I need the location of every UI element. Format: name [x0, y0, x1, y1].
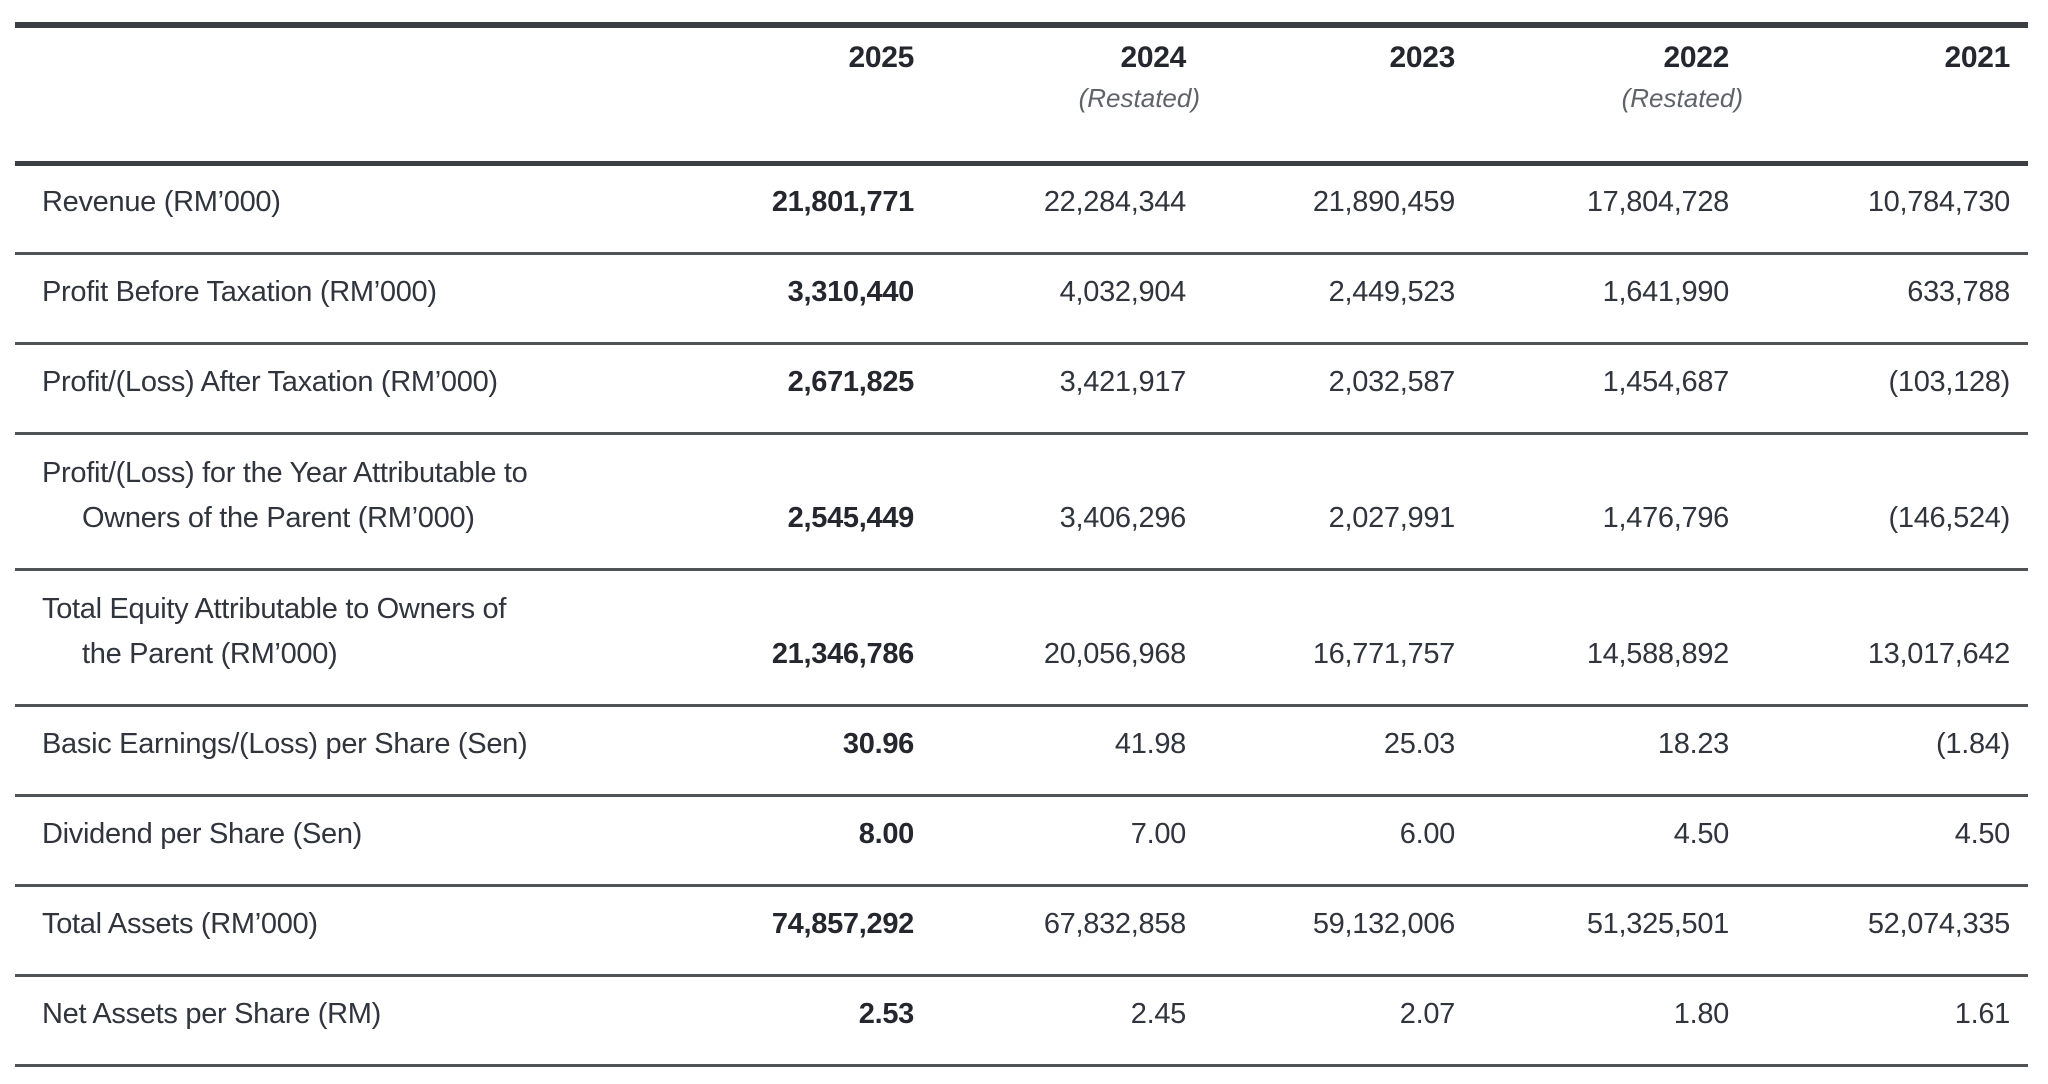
- row-label: Basic Earnings/(Loss) per Share (Sen): [15, 705, 635, 795]
- table-row: Net Assets per Share (RM) 2.53 2.45 2.07…: [15, 975, 2028, 1065]
- cell-value-2023: 2.07: [1399, 997, 1456, 1030]
- cell-value-2022: 1,641,990: [1602, 275, 1730, 308]
- cell-value-2024: 3,406,296: [1059, 501, 1187, 534]
- cell-value-2023: 59,132,006: [1312, 907, 1455, 940]
- cell-value-2024: 22,284,344: [1043, 185, 1186, 218]
- cell-value-2025: 21,346,786: [771, 637, 914, 670]
- cell-value-2021: 13,017,642: [1867, 637, 2010, 670]
- cell-value-2021: (103,128): [1888, 365, 2011, 398]
- header-row: 2025 2024 (Restated) 2023 2022 (Restated…: [15, 25, 2028, 163]
- table-header: 2025 2024 (Restated) 2023 2022 (Restated…: [15, 25, 2028, 163]
- cell-value-2024: 67,832,858: [1043, 907, 1186, 940]
- header-year-2022: 2022 (Restated): [1455, 25, 1743, 163]
- cell-value-2024: 20,056,968: [1043, 637, 1186, 670]
- row-label: Profit/(Loss) for the Year Attributable …: [15, 433, 635, 569]
- header-year-2021: 2021: [1729, 25, 2028, 163]
- header-year-2023: 2023: [1186, 25, 1455, 163]
- row-label-line1: Net Assets per Share (RM): [42, 997, 381, 1030]
- cell-value-2022: 1,476,796: [1602, 501, 1730, 534]
- cell-value-2025: 74,857,292: [771, 907, 914, 940]
- table-row: Profit Before Taxation (RM’000) 3,310,44…: [15, 253, 2028, 343]
- cell-value-2022: 1,454,687: [1602, 365, 1730, 398]
- cell-value-2023: 2,027,991: [1328, 501, 1456, 534]
- cell-value-2022: 14,588,892: [1586, 637, 1729, 670]
- row-label: Net Assets per Share (RM): [15, 975, 635, 1065]
- row-label-line1: Basic Earnings/(Loss) per Share (Sen): [42, 727, 528, 760]
- header-year-2024: 2024 (Restated): [914, 25, 1200, 163]
- cell-value-2025: 2.53: [858, 997, 915, 1030]
- row-label-line1: Profit/(Loss) for the Year Attributable …: [42, 456, 528, 489]
- header-spacer: [15, 25, 635, 163]
- cell-value-2024: 7.00: [1130, 817, 1187, 850]
- row-label: Revenue (RM’000): [15, 163, 635, 253]
- cell-value-2024: 3,421,917: [1059, 365, 1187, 398]
- row-label-line1: Dividend per Share (Sen): [42, 817, 363, 850]
- cell-value-2022: 51,325,501: [1586, 907, 1729, 940]
- row-label: Profit/(Loss) After Taxation (RM’000): [15, 343, 635, 433]
- five-year-financial-summary-table: 2025 2024 (Restated) 2023 2022 (Restated…: [15, 22, 2028, 1067]
- cell-value-2023: 6.00: [1399, 817, 1456, 850]
- table-row: Total Assets (RM’000) 74,857,292 67,832,…: [15, 885, 2028, 975]
- cell-value-2025: 2,545,449: [787, 501, 915, 534]
- year-label: 2022: [1663, 41, 1729, 74]
- cell-value-2021: (146,524): [1888, 501, 2011, 534]
- cell-value-2024: 2.45: [1130, 997, 1187, 1030]
- cell-value-2023: 25.03: [1383, 727, 1455, 760]
- cell-value-2023: 21,890,459: [1312, 185, 1455, 218]
- table-row: Basic Earnings/(Loss) per Share (Sen) 30…: [15, 705, 2028, 795]
- table-row: Total Equity Attributable to Owners of th…: [15, 569, 2028, 705]
- cell-value-2025: 2,671,825: [787, 365, 915, 398]
- row-label-line2: the Parent (RM’000): [82, 637, 338, 670]
- header-year-2025: 2025: [635, 25, 914, 163]
- cell-value-2024: 41.98: [1114, 727, 1186, 760]
- table-row: Dividend per Share (Sen) 8.00 7.00 6.00 …: [15, 795, 2028, 885]
- row-label: Profit Before Taxation (RM’000): [15, 253, 635, 343]
- year-note-restated: (Restated): [1078, 83, 1200, 113]
- cell-value-2023: 2,449,523: [1328, 275, 1456, 308]
- cell-value-2021: 1.61: [1954, 997, 2011, 1030]
- row-label: Total Assets (RM’000): [15, 885, 635, 975]
- cell-value-2021: 633,788: [1907, 275, 2010, 308]
- cell-value-2022: 1.80: [1673, 997, 1730, 1030]
- row-label-line1: Total Assets (RM’000): [42, 907, 318, 940]
- year-label: 2025: [848, 41, 914, 74]
- cell-value-2025: 3,310,440: [787, 275, 915, 308]
- row-label-line1: Profit/(Loss) After Taxation (RM’000): [42, 365, 498, 398]
- year-label: 2021: [1944, 41, 2010, 74]
- row-label-line2: Owners of the Parent (RM’000): [82, 501, 475, 534]
- row-label-line1: Total Equity Attributable to Owners of: [42, 592, 507, 625]
- cell-value-2021: 52,074,335: [1867, 907, 2010, 940]
- cell-value-2021: 4.50: [1954, 817, 2011, 850]
- table-row: Profit/(Loss) for the Year Attributable …: [15, 433, 2028, 569]
- cell-value-2025: 8.00: [858, 817, 915, 850]
- cell-value-2023: 2,032,587: [1328, 365, 1456, 398]
- year-label: 2023: [1389, 41, 1455, 74]
- row-label-line1: Profit Before Taxation (RM’000): [42, 275, 437, 308]
- year-label: 2024: [1120, 41, 1186, 74]
- cell-value-2023: 16,771,757: [1312, 637, 1455, 670]
- year-note-restated: (Restated): [1621, 83, 1743, 113]
- row-label: Dividend per Share (Sen): [15, 795, 635, 885]
- cell-value-2022: 4.50: [1673, 817, 1730, 850]
- table-row: Profit/(Loss) After Taxation (RM’000) 2,…: [15, 343, 2028, 433]
- cell-value-2025: 21,801,771: [771, 185, 914, 218]
- cell-value-2021: (1.84): [1936, 727, 2010, 760]
- row-label-line1: Revenue (RM’000): [42, 185, 281, 218]
- cell-value-2024: 4,032,904: [1059, 275, 1187, 308]
- cell-value-2022: 18.23: [1657, 727, 1729, 760]
- cell-value-2025: 30.96: [842, 727, 914, 760]
- cell-value-2022: 17,804,728: [1586, 185, 1729, 218]
- table-body: Revenue (RM’000) 21,801,771 22,284,344 2…: [15, 163, 2028, 1065]
- row-label: Total Equity Attributable to Owners of th…: [15, 569, 635, 705]
- cell-value-2021: 10,784,730: [1867, 185, 2010, 218]
- table-row: Revenue (RM’000) 21,801,771 22,284,344 2…: [15, 163, 2028, 253]
